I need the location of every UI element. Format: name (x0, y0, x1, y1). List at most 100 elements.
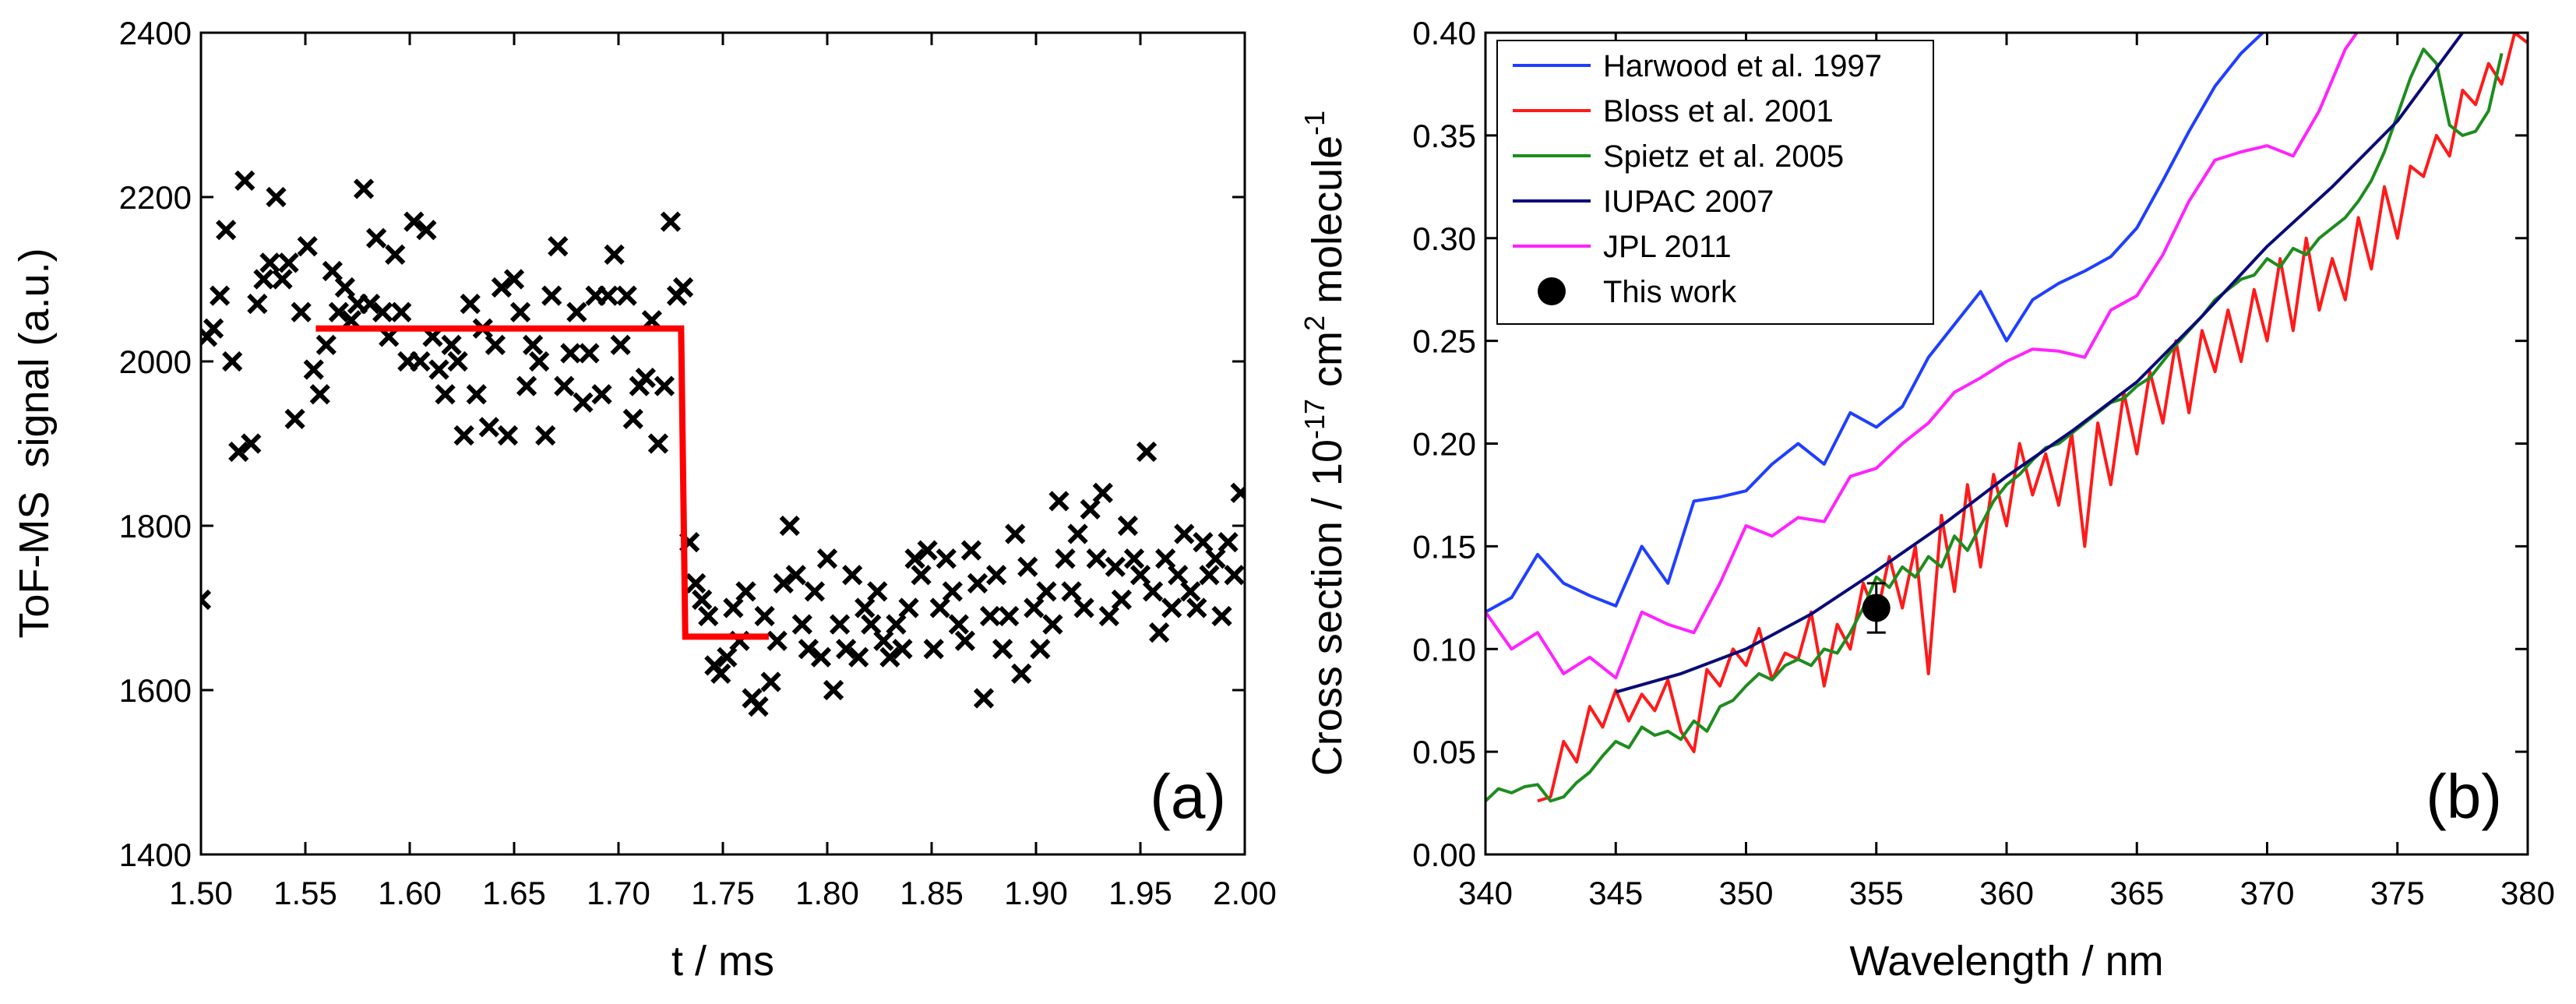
scatter-point-x-marker (717, 646, 738, 668)
panel-a-fit-line (315, 325, 769, 640)
scatter-point-x-marker (936, 548, 957, 569)
panel-b-x-tick-label: 350 (1718, 875, 1773, 911)
scatter-point-x-marker (359, 294, 381, 315)
scatter-point-x-marker (573, 392, 594, 413)
panel-a-y-axis-label: ToF-MS signal (a.u.) (11, 248, 58, 638)
panel-a-x-tick-label: 1.80 (795, 875, 859, 911)
scatter-point-x-marker (1086, 548, 1107, 569)
scatter-point-x-marker (460, 294, 481, 315)
panel-b-x-axis-label: Wavelength / nm (1849, 938, 2163, 985)
scatter-point-x-marker (835, 639, 857, 660)
scatter-point-x-marker (773, 572, 794, 594)
scatter-point-x-marker (647, 433, 669, 454)
scatter-point-x-marker (447, 351, 468, 372)
scatter-point-x-marker (1111, 589, 1133, 611)
scatter-point-x-marker (1186, 597, 1207, 618)
scatter-point-x-marker (1048, 491, 1070, 512)
y-label-part-exponent: -17 (1299, 399, 1330, 439)
scatter-point-x-marker (1211, 605, 1232, 627)
scatter-point-x-marker (992, 639, 1013, 660)
scatter-point-x-marker (1067, 523, 1088, 544)
panel-a-y-tick-label: 1400 (119, 837, 192, 873)
scatter-point-x-marker (917, 540, 938, 561)
scatter-point-x-marker (253, 269, 274, 290)
scatter-point-x-marker (1142, 581, 1164, 602)
scatter-point-x-marker (209, 285, 231, 306)
panel-a-x-tick-label: 2.00 (1213, 875, 1277, 911)
panel-a-x-tick-label: 1.90 (1004, 875, 1068, 911)
scatter-point-x-marker (228, 441, 249, 463)
panel-a-y-tick-label: 2000 (119, 343, 192, 380)
scatter-point-x-marker (491, 277, 513, 298)
scatter-point-x-marker (823, 679, 844, 701)
panel-a-frame (199, 31, 1246, 856)
scatter-point-x-marker (1042, 614, 1063, 635)
scatter-point-x-marker (272, 269, 293, 290)
panel-b-y-tick-label: 0.20 (1412, 426, 1476, 463)
scatter-point-x-marker (297, 236, 318, 257)
scatter-point-x-marker (766, 630, 788, 651)
scatter-point-x-marker (303, 359, 324, 380)
scatter-point-x-marker (779, 515, 800, 537)
scatter-point-x-marker (1061, 581, 1082, 602)
scatter-point-x-marker (760, 671, 781, 692)
scatter-point-x-marker (754, 605, 775, 627)
scatter-point-x-marker (516, 375, 537, 396)
panel-b-y-tick-label: 0.40 (1412, 15, 1476, 51)
scatter-point-x-marker (867, 581, 888, 602)
scatter-point-x-marker (266, 186, 287, 208)
scatter-point-x-marker (535, 424, 556, 446)
scatter-point-x-marker (879, 646, 900, 668)
scatter-point-x-marker (485, 334, 506, 356)
scatter-point-x-marker (973, 688, 995, 709)
scatter-point-x-marker (522, 334, 544, 356)
panel-a-x-tick-label: 1.75 (691, 875, 755, 911)
panel-b-y-tick-label: 0.25 (1412, 323, 1476, 360)
scatter-point-x-marker (798, 639, 819, 660)
scatter-point-x-marker (328, 301, 350, 322)
legend-this-work-marker (1538, 277, 1566, 305)
series-line-spietz-et-al-2005 (1485, 48, 2504, 803)
scatter-point-x-marker (1218, 531, 1239, 553)
scatter-point-x-marker (216, 220, 237, 241)
scatter-point-x-marker (1011, 663, 1032, 685)
scatter-point-x-marker (848, 646, 869, 668)
scatter-point-x-marker (591, 384, 612, 405)
legend-label: Harwood et al. 1997 (1603, 49, 1882, 83)
scatter-point-x-marker (1123, 548, 1145, 569)
scatter-point-x-marker (391, 301, 412, 322)
scatter-point-x-marker (554, 375, 575, 396)
panel-b-x-tick-label: 380 (2500, 875, 2555, 911)
scatter-point-x-marker (999, 605, 1020, 627)
scatter-point-x-marker (635, 367, 656, 389)
panel-b-x-tick-label: 360 (1979, 875, 2034, 911)
scatter-point-x-marker (654, 375, 675, 396)
series-line-bloss-et-al-2001 (1537, 33, 2528, 803)
scatter-point-x-marker (816, 548, 838, 569)
panel-a-x-axis-label: t / ms (671, 938, 774, 985)
panel-b-series-lines (1485, 33, 2528, 803)
scatter-point-x-marker (247, 294, 268, 315)
scatter-point-x-marker (1036, 581, 1057, 602)
scatter-point-x-marker (1180, 581, 1201, 602)
series-line-jpl-2011 (1485, 33, 2359, 680)
panel-b-frame (1484, 31, 2529, 856)
scatter-point-x-marker (748, 696, 769, 717)
scatter-point-x-marker (785, 565, 806, 586)
scatter-point-x-marker (259, 252, 280, 273)
panel-a-x-tick-label: 1.65 (482, 875, 546, 911)
scatter-point-x-marker (509, 301, 531, 322)
panel-a-y-tick-label: 2400 (119, 15, 192, 51)
scatter-point-x-marker (529, 351, 550, 372)
scatter-point-x-marker (1117, 515, 1139, 537)
scatter-point-x-marker (1030, 639, 1051, 660)
scatter-point-x-marker (497, 424, 519, 446)
scatter-point-x-marker (1073, 597, 1094, 618)
panel-a-x-tick-label: 1.50 (169, 875, 233, 911)
scatter-point-x-marker (985, 565, 1007, 586)
scatter-point-x-marker (804, 581, 826, 602)
scatter-point-x-marker (203, 318, 224, 339)
scatter-point-x-marker (478, 417, 499, 438)
panel-a-y-tick-label: 2200 (119, 179, 192, 216)
scatter-point-x-marker (416, 220, 437, 241)
